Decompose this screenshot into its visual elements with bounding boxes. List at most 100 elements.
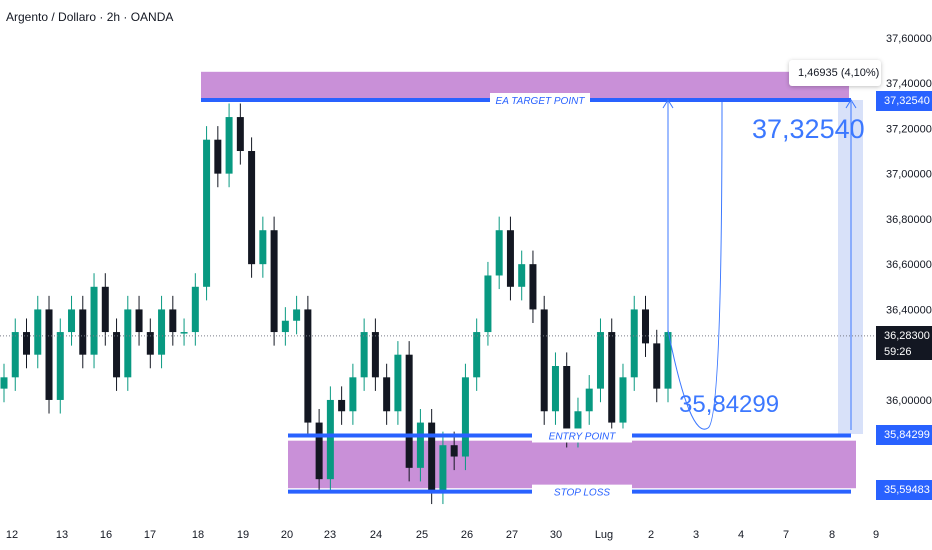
measure-arrow-head	[845, 99, 857, 109]
target-price-tag: 37,32540	[876, 91, 932, 111]
x-tick-label: 9	[873, 529, 879, 541]
candle-body	[225, 117, 233, 174]
level-label-bg	[532, 484, 632, 499]
candle-body	[518, 264, 526, 287]
candle-body	[203, 139, 211, 287]
candle-body	[259, 230, 267, 265]
x-tick-label: 4	[738, 529, 744, 541]
candle-body	[34, 309, 42, 355]
y-tick-label: 36,00000	[886, 395, 932, 407]
candle-body	[315, 422, 323, 480]
candle-body	[180, 332, 188, 334]
candle-body	[158, 309, 166, 355]
chart-title: Argento / Dollaro · 2h · OANDA	[6, 10, 174, 24]
level-label-bg	[532, 428, 632, 443]
arrow-head	[662, 99, 674, 109]
candle-body	[293, 309, 301, 321]
x-tick-label: 19	[237, 529, 249, 541]
candle-body	[360, 332, 368, 378]
candle-body	[68, 309, 76, 333]
candle-body	[630, 309, 638, 378]
candle-body	[270, 230, 278, 333]
candle-body	[169, 309, 177, 333]
candle-body	[383, 377, 391, 412]
y-tick-label: 37,20000	[886, 123, 932, 135]
candle-body	[236, 117, 244, 152]
candle-body	[563, 366, 571, 434]
stop-price-tag: 35,59483	[876, 480, 932, 500]
candle-body	[281, 320, 289, 333]
candle-body	[619, 377, 627, 423]
candle-body	[56, 332, 64, 400]
candle-body	[101, 286, 109, 333]
y-tick-label: 36,60000	[886, 259, 932, 271]
candle-body	[45, 309, 53, 400]
candle-body	[473, 332, 481, 378]
entry-price-tag: 35,84299	[876, 425, 932, 445]
candle-body	[596, 332, 604, 389]
candle-body	[461, 377, 469, 457]
candle-body	[540, 309, 548, 412]
y-tick-label: 37,40000	[886, 78, 932, 90]
candle-body	[90, 286, 98, 355]
candle-body	[416, 422, 424, 468]
bar-countdown: 59:26	[876, 344, 932, 360]
candle-body	[0, 377, 8, 389]
candle-body	[146, 332, 154, 355]
x-tick-label: 30	[550, 529, 562, 541]
x-tick-label: 17	[144, 529, 156, 541]
x-tick-label: 18	[192, 529, 204, 541]
x-tick-label: 7	[783, 529, 789, 541]
y-tick-label: 37,00000	[886, 169, 932, 181]
target-value-label: 37,32540	[752, 114, 865, 144]
candle-body	[113, 332, 121, 378]
x-tick-label: 23	[324, 529, 336, 541]
x-tick-label: Lug	[595, 529, 613, 541]
candle-body	[79, 309, 87, 355]
candle-body	[574, 411, 582, 434]
candle-body	[124, 309, 132, 378]
candle-body	[214, 139, 222, 174]
x-tick-label: 20	[281, 529, 293, 541]
x-tick-label: 3	[693, 529, 699, 541]
entry-value-label: 35,84299	[679, 391, 779, 418]
candle-body	[551, 366, 559, 412]
level-label: STOP LOSS	[554, 488, 610, 499]
curve-arrow	[667, 101, 723, 430]
candle-body	[405, 354, 413, 468]
candle-body	[371, 332, 379, 378]
candle-body	[326, 399, 334, 480]
y-tick-label: 36,40000	[886, 304, 932, 316]
y-tick-label: 37,60000	[886, 33, 932, 45]
candle-body	[439, 445, 447, 491]
level-label: ENTRY POINT	[549, 431, 617, 442]
x-tick-label: 16	[100, 529, 112, 541]
level-label: EA TARGET POINT	[496, 96, 586, 107]
candle-body	[11, 332, 19, 378]
candle-body	[394, 354, 402, 412]
candle-body	[484, 275, 492, 333]
candle-body	[608, 332, 616, 423]
x-tick-label: 25	[416, 529, 428, 541]
x-tick-label: 24	[370, 529, 382, 541]
y-tick-label: 36,80000	[886, 214, 932, 226]
candle-body	[428, 422, 436, 491]
candle-body	[248, 151, 256, 265]
candle-body	[304, 309, 312, 423]
candle-body	[653, 343, 661, 389]
candle-body	[191, 286, 199, 333]
candle-body	[495, 230, 503, 276]
current-price-tag: 36,28300	[876, 326, 932, 346]
stop-zone	[288, 440, 856, 489]
candle-body	[506, 230, 514, 287]
x-tick-label: 26	[461, 529, 473, 541]
x-tick-label: 12	[6, 529, 18, 541]
candle-body	[450, 445, 458, 457]
candle-body	[349, 377, 357, 412]
candle-body	[23, 332, 31, 355]
x-tick-label: 13	[56, 529, 68, 541]
candle-body	[664, 332, 672, 389]
candle-body	[529, 264, 537, 310]
candle-body	[338, 399, 346, 412]
